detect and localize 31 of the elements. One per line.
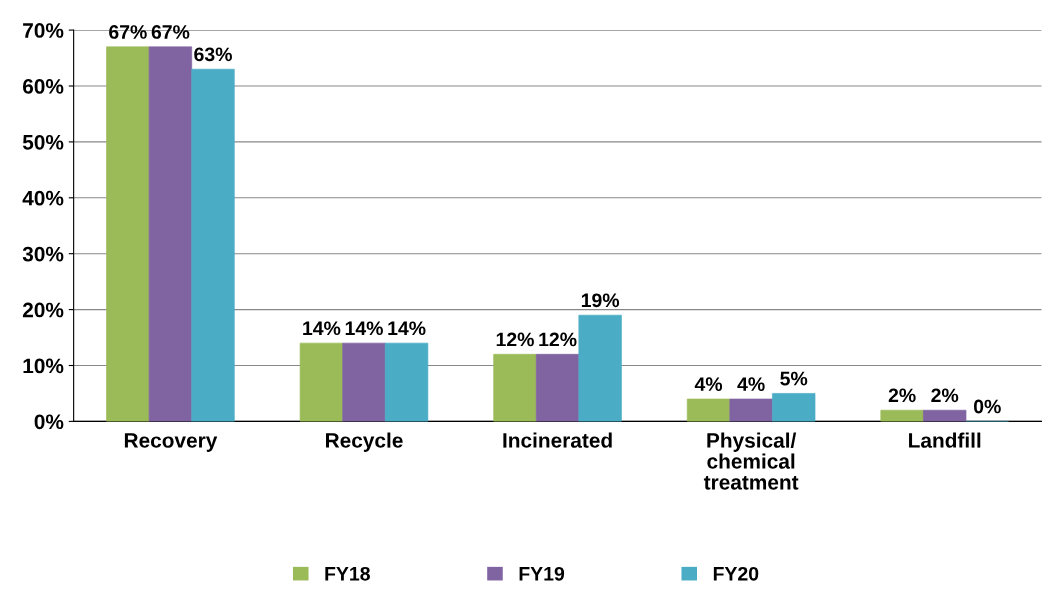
x-tick-label: Recovery bbox=[124, 433, 218, 452]
y-tick-label: 60% bbox=[22, 79, 64, 94]
y-tick-label: 40% bbox=[22, 190, 64, 206]
x-tick-label: Physical/ chemical treatment bbox=[703, 432, 799, 490]
legend-label: FY18 bbox=[325, 566, 370, 581]
y-tick-label: 0% bbox=[34, 414, 64, 430]
data-label: 12% bbox=[539, 332, 577, 347]
data-label: 14% bbox=[345, 321, 383, 336]
y-tick-label: 20% bbox=[22, 302, 64, 318]
data-label: 2% bbox=[888, 388, 916, 403]
data-label: 67% bbox=[151, 25, 190, 39]
data-label: 4% bbox=[694, 377, 723, 391]
y-tick-label: 70% bbox=[23, 23, 64, 38]
x-tick-label: Recycle bbox=[326, 432, 403, 452]
data-label: 2% bbox=[931, 388, 959, 403]
data-label: 5% bbox=[780, 371, 808, 386]
data-label: 12% bbox=[496, 332, 534, 347]
data-label: 14% bbox=[303, 321, 341, 336]
data-label: 0% bbox=[974, 399, 1001, 414]
y-tick-label: 50% bbox=[22, 134, 64, 150]
data-label: 4% bbox=[737, 377, 765, 391]
data-label: 63% bbox=[194, 47, 232, 62]
y-tick-label: 30% bbox=[22, 246, 64, 262]
legend-label: FY19 bbox=[519, 566, 565, 581]
data-label: 14% bbox=[388, 321, 426, 336]
data-label: 67% bbox=[109, 25, 147, 39]
data-label: 19% bbox=[581, 293, 620, 308]
y-tick-label: 10% bbox=[23, 358, 64, 374]
legend-label: FY20 bbox=[713, 566, 759, 581]
x-tick-label: Incinerated bbox=[503, 432, 612, 448]
x-tick-label: Landfill bbox=[909, 432, 981, 448]
